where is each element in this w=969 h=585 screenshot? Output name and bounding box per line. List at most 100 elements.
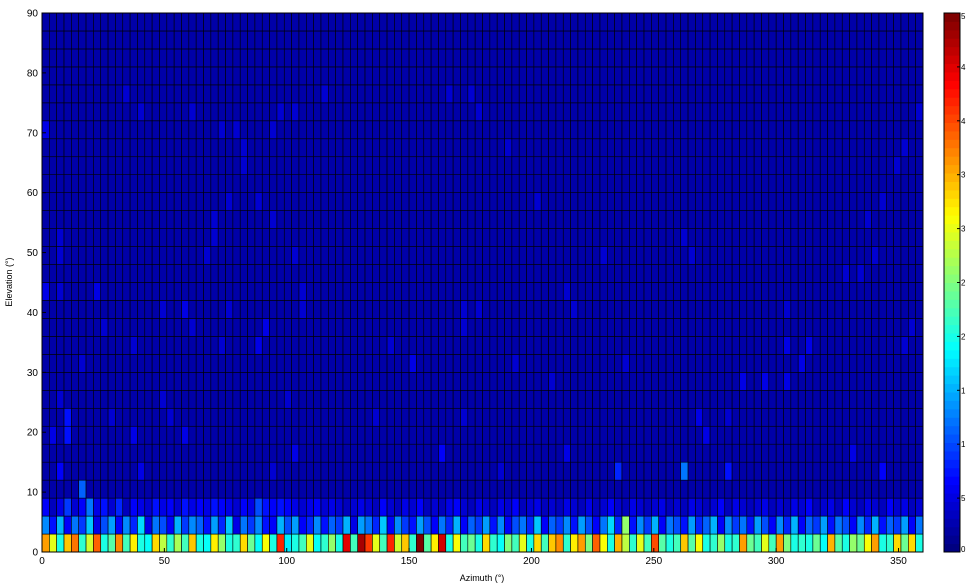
heatmap-cell (474, 336, 483, 355)
heatmap-cell (298, 336, 307, 355)
heatmap-cell (350, 66, 358, 86)
heatmap-cell (100, 515, 109, 535)
heatmap-cell (467, 192, 476, 211)
heatmap-cell (474, 138, 483, 158)
heatmap-cell (746, 228, 755, 247)
heatmap-cell (379, 515, 388, 535)
heatmap-cell (548, 228, 557, 247)
heatmap-cell (709, 138, 718, 158)
heatmap-cell (305, 228, 314, 247)
heatmap-cell (819, 533, 828, 552)
heatmap-cell (739, 479, 748, 499)
heatmap-cell (841, 30, 850, 50)
heatmap-cell (496, 443, 505, 463)
heatmap-cell (71, 461, 80, 481)
heatmap-cell (401, 192, 410, 211)
heatmap-cell (577, 264, 586, 283)
heatmap-cell (42, 264, 50, 283)
heatmap-cell (129, 461, 138, 481)
heatmap-cell (71, 282, 80, 301)
heatmap-cell (893, 515, 902, 535)
heatmap-cell (159, 425, 168, 445)
heatmap-cell (115, 30, 124, 50)
colorbar-tick-label: 4 (961, 63, 966, 72)
heatmap-cell (599, 210, 608, 229)
heatmap-cell (702, 443, 711, 463)
heatmap-cell (305, 300, 314, 319)
heatmap-cell (489, 48, 498, 68)
heatmap-cell (548, 138, 557, 158)
heatmap-cell (460, 372, 469, 391)
heatmap-cell (717, 102, 726, 122)
heatmap-cell (188, 479, 197, 499)
heatmap-cell (328, 66, 336, 86)
y-tick-label: 30 (27, 368, 39, 379)
heatmap-cell (665, 174, 674, 193)
heatmap-cell (717, 515, 726, 535)
heatmap-cell (195, 228, 204, 247)
heatmap-cell (621, 120, 630, 140)
heatmap-cell (761, 84, 770, 104)
heatmap-cell (42, 461, 50, 481)
heatmap-cell (841, 210, 850, 229)
heatmap-cell (643, 228, 652, 247)
heatmap-cell (261, 210, 270, 229)
heatmap-cell (254, 318, 263, 337)
heatmap-cell (467, 425, 476, 445)
heatmap-cell (181, 318, 190, 337)
heatmap-cell (768, 282, 777, 301)
heatmap-cell (489, 479, 498, 499)
heatmap-cell (386, 515, 395, 535)
heatmap-cell (394, 228, 403, 247)
heatmap-cell (915, 461, 923, 481)
heatmap-cell (739, 407, 748, 427)
heatmap-cell (188, 264, 197, 283)
heatmap-cell (93, 84, 102, 104)
heatmap-cell (878, 30, 887, 50)
heatmap-cell (364, 318, 373, 337)
heatmap-cell (687, 192, 696, 211)
heatmap-cell (775, 372, 784, 391)
heatmap-cell (452, 497, 461, 517)
heatmap-cell (71, 138, 80, 158)
heatmap-cell (819, 102, 828, 122)
heatmap-cell (504, 515, 513, 535)
heatmap-cell (181, 120, 190, 140)
heatmap-cell (247, 174, 256, 193)
heatmap-cell (643, 120, 652, 140)
heatmap-cell (827, 461, 836, 481)
heatmap-cell (599, 497, 608, 517)
heatmap-cell (658, 479, 667, 499)
heatmap-cell (78, 479, 87, 499)
x-axis-label: Azimuth (°) (460, 573, 505, 583)
heatmap-cell (460, 443, 469, 463)
heatmap-cell (695, 533, 704, 552)
heatmap-cell (871, 300, 880, 319)
heatmap-cell (849, 461, 858, 481)
heatmap-cell (247, 461, 256, 481)
heatmap-cell (173, 156, 182, 175)
heatmap-cell (577, 407, 586, 427)
heatmap-cell (372, 30, 381, 50)
heatmap-cell (629, 372, 637, 391)
heatmap-cell (342, 102, 351, 122)
heatmap-cell (85, 66, 94, 86)
heatmap-cell (342, 300, 351, 319)
heatmap-cell (570, 13, 579, 32)
heatmap-cell (247, 13, 256, 32)
heatmap-cell (548, 84, 557, 104)
heatmap-cell (702, 425, 711, 445)
heatmap-cell (181, 84, 190, 104)
heatmap-cell (900, 425, 909, 445)
heatmap-cell (313, 66, 322, 86)
heatmap-cell (871, 120, 880, 140)
heatmap-cell (467, 13, 476, 32)
heatmap-cell (63, 282, 72, 301)
heatmap-cell (372, 336, 381, 355)
heatmap-cell (401, 210, 410, 229)
heatmap-cell (783, 479, 792, 499)
heatmap-cell (291, 461, 300, 481)
heatmap-cell (739, 264, 748, 283)
heatmap-cell (680, 120, 689, 140)
heatmap-cell (753, 264, 762, 283)
